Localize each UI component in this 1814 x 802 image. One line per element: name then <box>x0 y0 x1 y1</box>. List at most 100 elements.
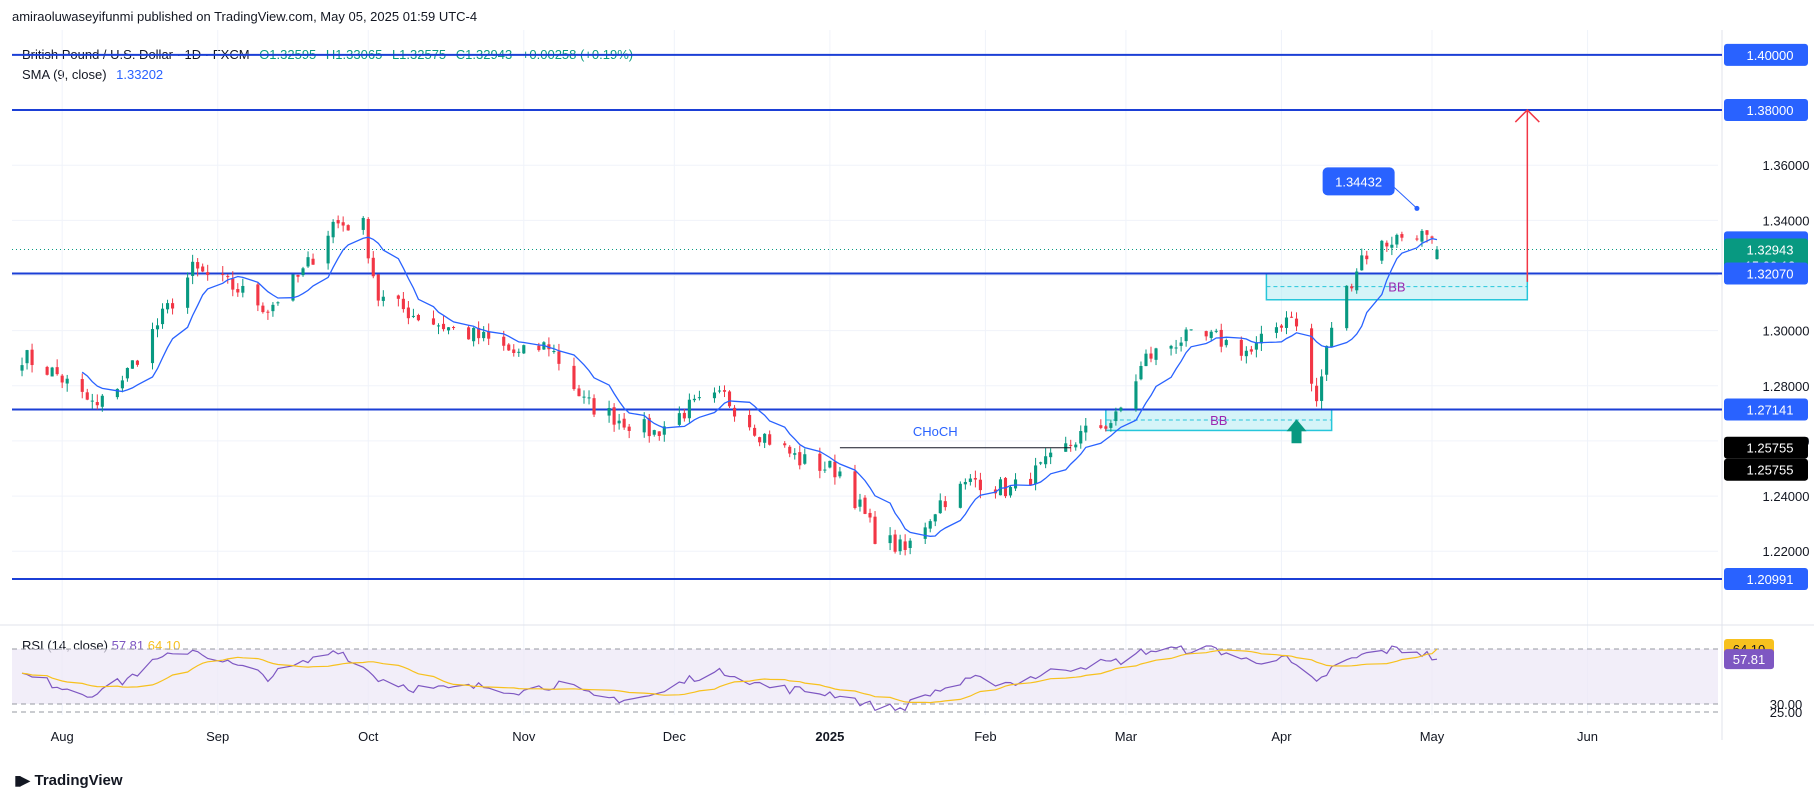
candle-body <box>361 217 365 230</box>
candle <box>80 373 84 399</box>
candle-body <box>642 419 646 433</box>
candle <box>366 217 370 264</box>
candle-body <box>507 344 511 351</box>
candle <box>196 258 200 277</box>
candle <box>276 301 280 306</box>
candle <box>1254 336 1258 358</box>
price-chart[interactable]: BB BB 1.34432 CHoCH Aug Sep Oct Nov Dec 2025 Feb… <box>0 0 1814 760</box>
candle-body <box>115 388 119 398</box>
bb-label: BB <box>1388 280 1405 295</box>
candle-body <box>858 499 862 507</box>
candles <box>20 215 1439 556</box>
candle-body <box>1179 342 1183 346</box>
candle <box>482 326 486 342</box>
sma-label[interactable]: SMA (9, close) <box>22 67 107 82</box>
time-axis[interactable]: Aug Sep Oct Nov Dec 2025 Feb Mar Apr May Jun <box>51 729 1598 744</box>
x-tick-label: Jun <box>1577 729 1598 744</box>
candle-body <box>341 222 345 226</box>
candle-body <box>963 481 967 485</box>
candle <box>607 400 611 423</box>
candle <box>557 343 561 371</box>
candle-body <box>838 471 842 477</box>
candle <box>487 323 491 346</box>
candle <box>858 493 862 512</box>
candle-body <box>306 257 310 267</box>
x-tick-label: Aug <box>51 729 74 744</box>
candle <box>1079 425 1083 449</box>
candle <box>331 219 335 244</box>
candle <box>446 327 451 335</box>
rsi-tag-bg <box>1724 649 1774 670</box>
candle <box>326 230 330 270</box>
candle <box>241 278 245 298</box>
candle <box>522 344 526 355</box>
candle-body <box>85 392 89 400</box>
candle-body <box>1320 376 1324 401</box>
rsi-tick-label: 30.00 <box>1770 697 1803 712</box>
candle <box>1284 311 1289 335</box>
candle <box>1013 473 1018 491</box>
candle <box>803 448 807 465</box>
candle-body <box>978 479 982 491</box>
price-tag: 1.25755 <box>1724 436 1808 459</box>
candle <box>441 315 446 332</box>
candle <box>717 385 722 394</box>
candle-body <box>1034 465 1038 484</box>
candle-body <box>1049 452 1053 458</box>
candle-body <box>863 497 867 514</box>
price-callout-label: 1.34432 <box>1335 174 1382 189</box>
candle-body <box>898 539 902 552</box>
candle-body <box>226 276 230 278</box>
price-tag-label: 1.20991 <box>1747 572 1794 587</box>
candle <box>888 527 892 551</box>
candle-body <box>1380 240 1384 261</box>
candle <box>748 409 752 431</box>
candle-body <box>557 351 561 364</box>
candle-body <box>722 390 727 392</box>
candle-body <box>80 379 84 392</box>
tradingview-logo[interactable]: ▮▶ TradingView <box>14 772 123 789</box>
candle-body <box>326 235 330 264</box>
candle-body <box>20 365 24 371</box>
candle-body <box>1355 271 1359 291</box>
candle <box>958 481 962 509</box>
price-axis[interactable]: 1.360001.340001.300001.280001.260001.240… <box>1724 43 1810 720</box>
candle <box>361 216 365 235</box>
candle <box>928 519 932 533</box>
candle <box>903 534 907 556</box>
candle <box>115 388 119 400</box>
candle <box>722 385 727 398</box>
candle <box>1325 345 1329 381</box>
candle-body <box>727 391 732 407</box>
candle-body <box>1400 234 1404 238</box>
y-tick-label: 1.28000 <box>1763 379 1810 394</box>
candle <box>346 224 350 231</box>
candle-body <box>95 402 99 406</box>
candle <box>20 357 24 377</box>
callout-point <box>1414 205 1420 211</box>
candle-body <box>1259 333 1263 344</box>
candle <box>868 508 872 523</box>
candle-body <box>537 345 541 351</box>
candle <box>783 441 787 448</box>
candle <box>1109 419 1113 432</box>
candle <box>1074 442 1078 451</box>
x-tick-label: Feb <box>974 729 996 744</box>
candle-body <box>50 367 54 377</box>
price-tag: 1.20991 <box>1724 568 1808 591</box>
candle <box>517 348 521 357</box>
candle-body <box>366 218 370 259</box>
candle <box>1169 344 1173 356</box>
candle-body <box>416 315 420 321</box>
candle <box>55 359 59 376</box>
rsi-line <box>21 645 1438 712</box>
candle-body <box>853 471 857 509</box>
candle-body <box>401 298 405 310</box>
candle-body <box>712 392 717 399</box>
candle <box>50 366 54 377</box>
candle-body <box>446 327 451 331</box>
candle <box>165 299 170 314</box>
price-tag: 1.25755 <box>1724 458 1808 481</box>
candle-body <box>1315 385 1319 402</box>
candle-body <box>346 225 350 231</box>
